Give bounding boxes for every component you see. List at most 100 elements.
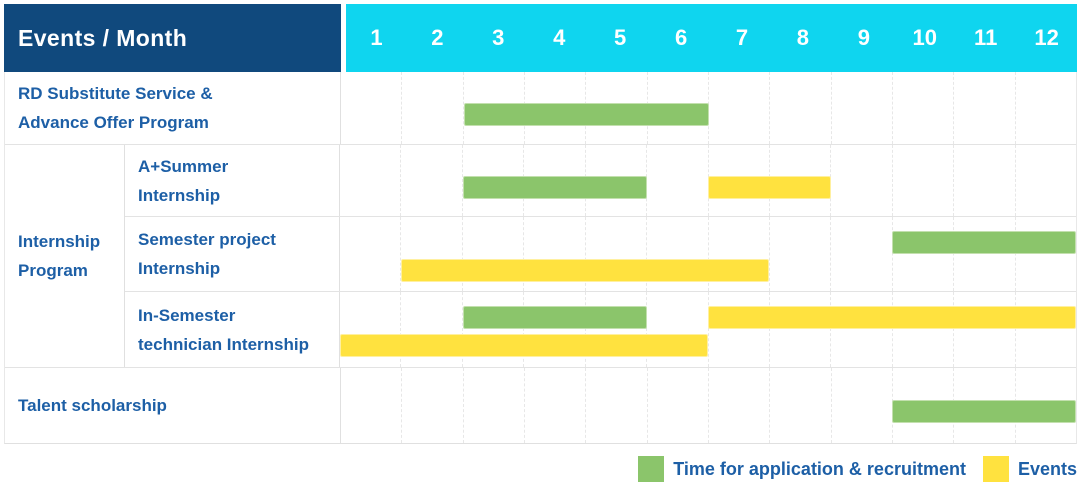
row-label: In-Semester technician Internship: [125, 292, 340, 367]
gridline-column: [462, 72, 524, 144]
gridline-column: [340, 145, 400, 216]
gridline-column: [461, 292, 523, 367]
month-label-7: 7: [735, 25, 749, 50]
header-divider: [341, 4, 346, 72]
label-line: Program: [18, 261, 88, 280]
gridline-column: [401, 72, 462, 144]
label-line: Semester project: [138, 230, 276, 249]
month-label-11: 11: [974, 25, 998, 50]
month-label-1: 1: [370, 25, 383, 50]
label-line: Advance Offer Program: [18, 113, 209, 132]
month-label-5: 5: [614, 25, 627, 50]
month-label-2: 2: [431, 25, 444, 50]
legend-label: Time for application & recruitment: [673, 458, 966, 479]
month-axis: 1 2 3 4 5 6 7 8 9 10 11 12: [346, 4, 1077, 72]
gridline-column: [891, 145, 953, 216]
month-label-3: 3: [492, 25, 505, 50]
chart-cell: [340, 292, 1076, 367]
sub-row-semester-project-internship: Semester project Internship: [125, 217, 1076, 292]
row-label: Semester project Internship: [125, 217, 340, 291]
chart-cell: [341, 72, 1076, 144]
gridline-column: [646, 217, 707, 291]
label-line: Internship: [138, 185, 221, 205]
gridline-column: [1014, 72, 1076, 144]
month-label-4: 4: [553, 25, 566, 50]
table-header-row: Events / Month 1 2 3 4 5 6 7 8 9 10 11 12: [4, 4, 1077, 72]
gridline-column: [340, 217, 400, 291]
gridline-column: [891, 292, 953, 367]
application-bar: [892, 231, 1076, 254]
gridline-column: [646, 292, 707, 367]
gridline-column: [707, 72, 769, 144]
table-row-rd-substitute-service-advance-offer-program: RD Substitute Service & Advance Offer Pro…: [5, 72, 1076, 145]
label-line: technician Internship: [138, 334, 309, 354]
gridline-column: [462, 368, 524, 443]
gridline-column: [830, 217, 891, 291]
gridline-column: [584, 217, 646, 291]
label-line: RD Substitute Service &: [18, 84, 213, 103]
legend-item-application: Time for application & recruitment: [638, 456, 966, 482]
gridline-column: [953, 145, 1014, 216]
gridline-column: [585, 368, 646, 443]
gridline-column: [400, 145, 461, 216]
event-swatch-icon: [982, 456, 1009, 482]
gridline-column: [523, 217, 584, 291]
gridline-column: [769, 72, 830, 144]
event-bar: [340, 334, 708, 357]
gridline-column: [523, 368, 585, 443]
table-header-title: Events / Month: [4, 4, 341, 72]
gridline-column: [341, 72, 401, 144]
gridline-column: [830, 72, 892, 144]
application-bar: [463, 103, 709, 126]
gridline-column: [1014, 217, 1076, 291]
month-label-12: 12: [1034, 25, 1059, 50]
legend: Time for application & recruitment Events: [638, 456, 1077, 482]
row-label: Talent scholarship: [5, 368, 341, 443]
gridline-column: [830, 368, 892, 443]
gridline-column: [400, 217, 461, 291]
chart-cell: [341, 368, 1076, 443]
month-gridlines: [340, 292, 1076, 367]
label-line: Talent scholarship: [18, 396, 167, 415]
month-gridlines: [341, 72, 1076, 144]
gridline-column: [953, 292, 1014, 367]
gridline-column: [707, 292, 769, 367]
gridline-column: [1014, 292, 1076, 367]
gridline-column: [461, 145, 523, 216]
month-label-6: 6: [674, 25, 688, 50]
event-bar: [708, 306, 1076, 329]
sub-row-in-semester-technician-internship: In-Semester technician Internship: [125, 292, 1076, 367]
gridline-column: [768, 292, 830, 367]
gridline-column: [768, 217, 830, 291]
label-line: A+Summer: [138, 156, 229, 176]
event-bar: [401, 259, 770, 282]
application-bar: [462, 176, 647, 199]
legend-item-event: Events: [982, 456, 1077, 482]
month-label-10: 10: [912, 25, 937, 50]
group-internship-program: Internship Program A+Summer Internship Semes…: [5, 145, 1076, 368]
gridline-column: [646, 368, 708, 443]
gridline-column: [891, 72, 953, 144]
event-bar: [708, 176, 831, 199]
gridline-column: [1014, 145, 1076, 216]
group-sub-rows: A+Summer Internship Semester project Intern…: [125, 145, 1076, 367]
chart-cell: [340, 217, 1076, 291]
application-swatch-icon: [638, 456, 665, 482]
gridline-column: [830, 145, 891, 216]
gridline-column: [953, 72, 1014, 144]
month-gridlines: [340, 217, 1076, 291]
application-bar: [462, 306, 647, 329]
gridline-column: [707, 368, 769, 443]
label-line: Internship: [18, 232, 101, 251]
table-row-talent-scholarship: Talent scholarship: [5, 368, 1076, 443]
legend-label: Events: [1017, 458, 1077, 479]
gridline-column: [830, 292, 891, 367]
gridline-column: [707, 217, 769, 291]
row-label: A+Summer Internship: [125, 145, 340, 216]
schedule-table: Events / Month 1 2 3 4 5 6 7 8 9 10 11 12 RD Substi…: [4, 4, 1077, 444]
chart-cell: [340, 145, 1076, 216]
gridline-column: [891, 217, 953, 291]
sub-row-a-summer-internship: A+Summer Internship: [125, 145, 1076, 217]
application-bar: [892, 400, 1076, 423]
gridline-column: [769, 368, 830, 443]
